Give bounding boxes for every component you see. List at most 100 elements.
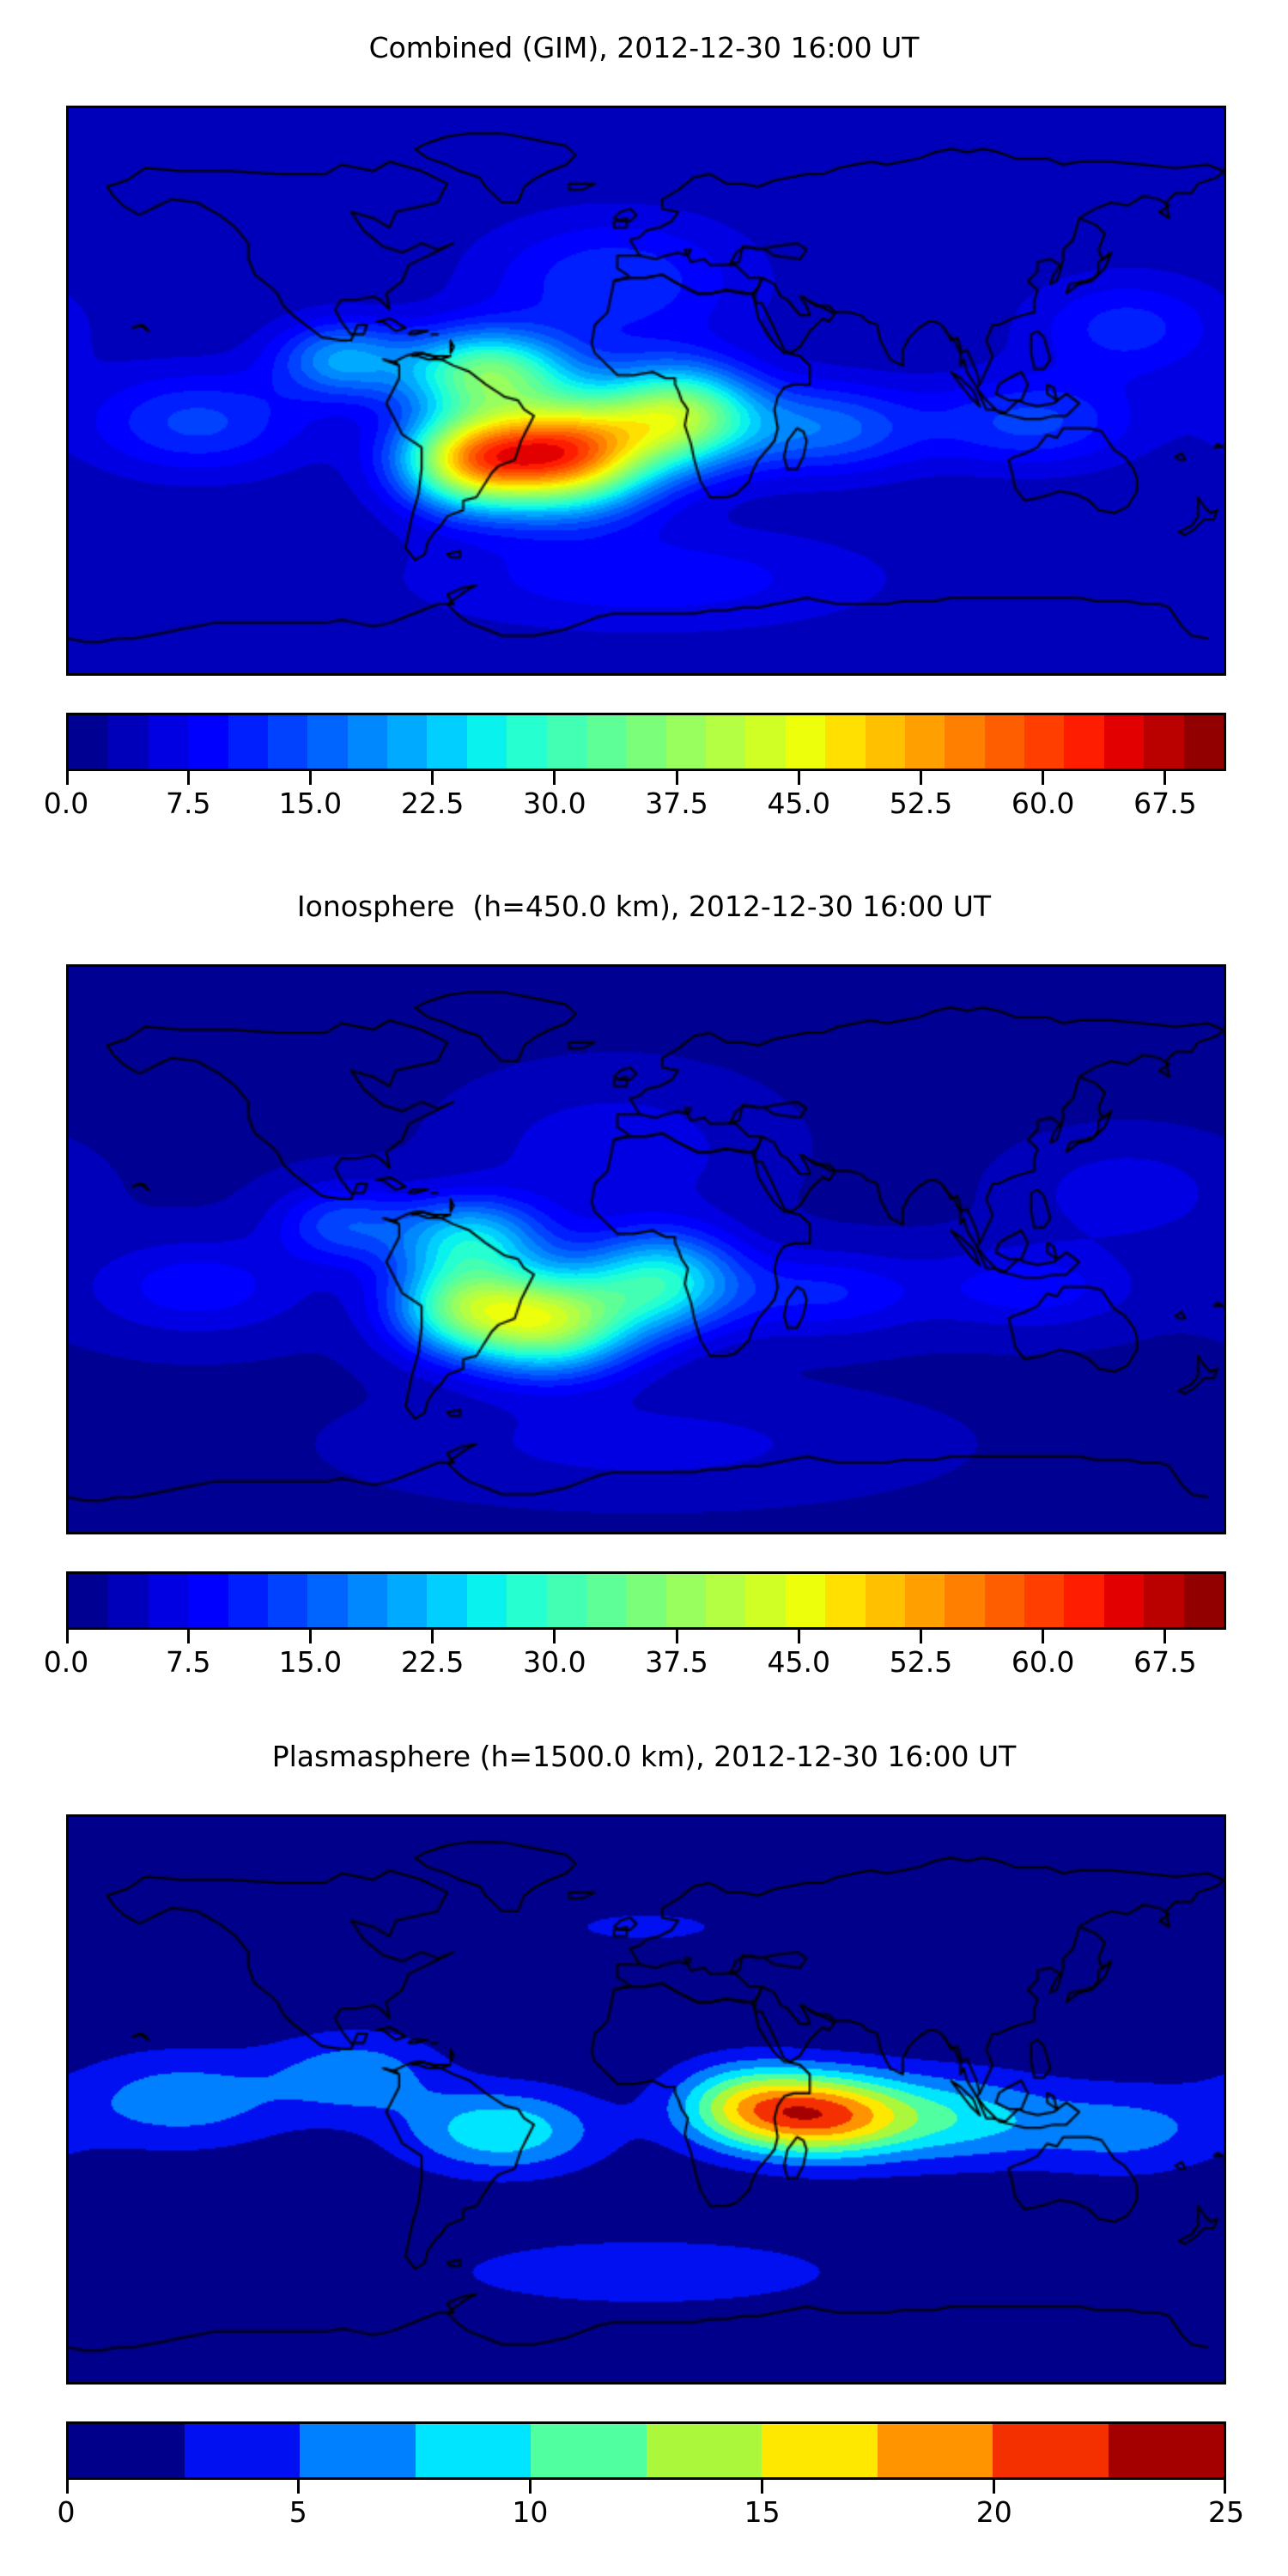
colorbar-tick-label: 0.0 [43,787,89,820]
colorbar-tick-label: 45.0 [767,1645,830,1679]
colorbar-segment [1024,715,1065,769]
colorbar-segment [1144,1574,1184,1627]
colorbar-tick-label: 10 [512,2495,549,2529]
colorbar-tick-label: 7.5 [165,1645,211,1679]
colorbar-segment [188,715,228,769]
colorbar-segment [108,1574,149,1627]
colorbar-ticks-ionosphere [66,1630,1226,1643]
tec-contour-map-combined-gim [69,108,1224,673]
colorbar-segment [148,1574,189,1627]
colorbar-tick-label: 25 [1208,2495,1244,2529]
colorbar-segment [466,1574,507,1627]
colorbar-segment [507,715,547,769]
colorbar-segment [877,2424,993,2477]
colorbar-tick [66,771,69,785]
colorbar-tick-label: 60.0 [1011,1645,1075,1679]
colorbar-tick [66,1630,69,1643]
colorbar-segment [865,715,905,769]
colorbar-tick [553,1630,556,1643]
colorbar-segment [347,1574,387,1627]
colorbar-tick [66,2480,69,2494]
tec-contour-map-ionosphere [69,967,1224,1532]
colorbar-tick [308,1630,312,1643]
colorbar-segment [1103,1574,1145,1627]
colorbar-tick-label: 15.0 [278,787,343,820]
colorbar-segment [108,715,149,769]
colorbar-segment [904,1574,945,1627]
colorbar-tick [919,1630,922,1643]
colorbar-tick-label: 15.0 [278,1645,343,1679]
panel-title-combined-gim: Combined (GIM), 2012-12-30 16:00 UT [368,31,920,64]
colorbar-tick [186,771,190,785]
colorbar-segment [665,1574,706,1627]
colorbar-segment [993,2424,1109,2477]
colorbar-tick [675,771,678,785]
colorbar-segment [785,715,826,769]
colorbar-segment [1183,1574,1224,1627]
colorbar-tick [919,771,922,785]
colorbar-labels-ionosphere: 0.0 7.5 15.0 22.5 30.0 37.5 45.0 52.5 60.0 67.5 [44,1645,1226,1683]
tec-contour-map-plasmasphere [69,1817,1224,2382]
colorbar-tick-label: 37.5 [645,1645,708,1679]
colorbar-segment [387,1574,428,1627]
colorbar-segment [228,1574,268,1627]
colorbar-segment [387,715,428,769]
colorbar-segment [267,715,308,769]
colorbar-segment [745,1574,786,1627]
colorbar-segment [626,1574,666,1627]
colorbar-segment [1144,715,1184,769]
colorbar-segment [706,715,746,769]
colorbar-tick-label: 15 [744,2495,781,2529]
colorbar-segment [507,1574,547,1627]
colorbar-segment [415,2424,531,2477]
colorbar-segment [1024,1574,1065,1627]
colorbar-segment [307,1574,348,1627]
colorbar-segment [531,2424,647,2477]
colorbar-tick [761,2480,764,2494]
colorbar-segment [267,1574,308,1627]
colorbar-segment [785,1574,826,1627]
colorbar-segment [586,1574,627,1627]
colorbar-tick [528,2480,532,2494]
colorbar-tick [797,1630,800,1643]
colorbar-tick [431,1630,434,1643]
colorbar-ticks-plasmasphere [66,2480,1226,2494]
colorbar-segment [984,715,1024,769]
colorbar-tick [1042,771,1045,785]
colorbar-segment [184,2424,300,2477]
colorbar-segment [646,2424,762,2477]
colorbar-segment [984,1574,1024,1627]
colorbar-tick-label: 30.0 [523,1645,586,1679]
colorbar-segment [347,715,387,769]
colorbar-labels-combined-gim: 0.0 7.5 15.0 22.5 30.0 37.5 45.0 52.5 60.0 67.5 [44,787,1226,824]
colorbar-tick-label: 7.5 [165,787,211,820]
colorbar-tick-label: 67.5 [1133,787,1197,820]
colorbar-gradient-ionosphere [66,1571,1226,1630]
colorbar-segment [626,715,666,769]
colorbar-segment [586,715,627,769]
colorbar-segment [1183,715,1224,769]
colorbar-tick [1224,2480,1226,2494]
colorbar-tick-label: 67.5 [1133,1645,1197,1679]
colorbar-segment [307,715,348,769]
colorbar-segment [762,2424,878,2477]
colorbar-segment [825,1574,866,1627]
colorbar-tick [553,771,556,785]
panel-title-plasmasphere: Plasmasphere (h=1500.0 km), 2012-12-30 1… [271,1740,1017,1773]
colorbar-tick-label: 0.0 [43,1645,89,1679]
colorbar-segment [546,1574,586,1627]
colorbar-tick [186,1630,190,1643]
colorbar-segment [300,2424,416,2477]
colorbar-segment [745,715,786,769]
colorbar-tick [1163,1630,1167,1643]
colorbar-tick-label: 52.5 [889,787,953,820]
colorbar-segment [148,715,189,769]
colorbar-tick-label: 20 [975,2495,1012,2529]
colorbar-segment [188,1574,228,1627]
colorbar-segment [69,2424,185,2477]
colorbar-segment [825,715,866,769]
map-axes-plasmasphere [66,1814,1226,2385]
map-axes-combined-gim [66,106,1226,676]
colorbar-segment [945,715,985,769]
colorbar-tick [993,2480,996,2494]
